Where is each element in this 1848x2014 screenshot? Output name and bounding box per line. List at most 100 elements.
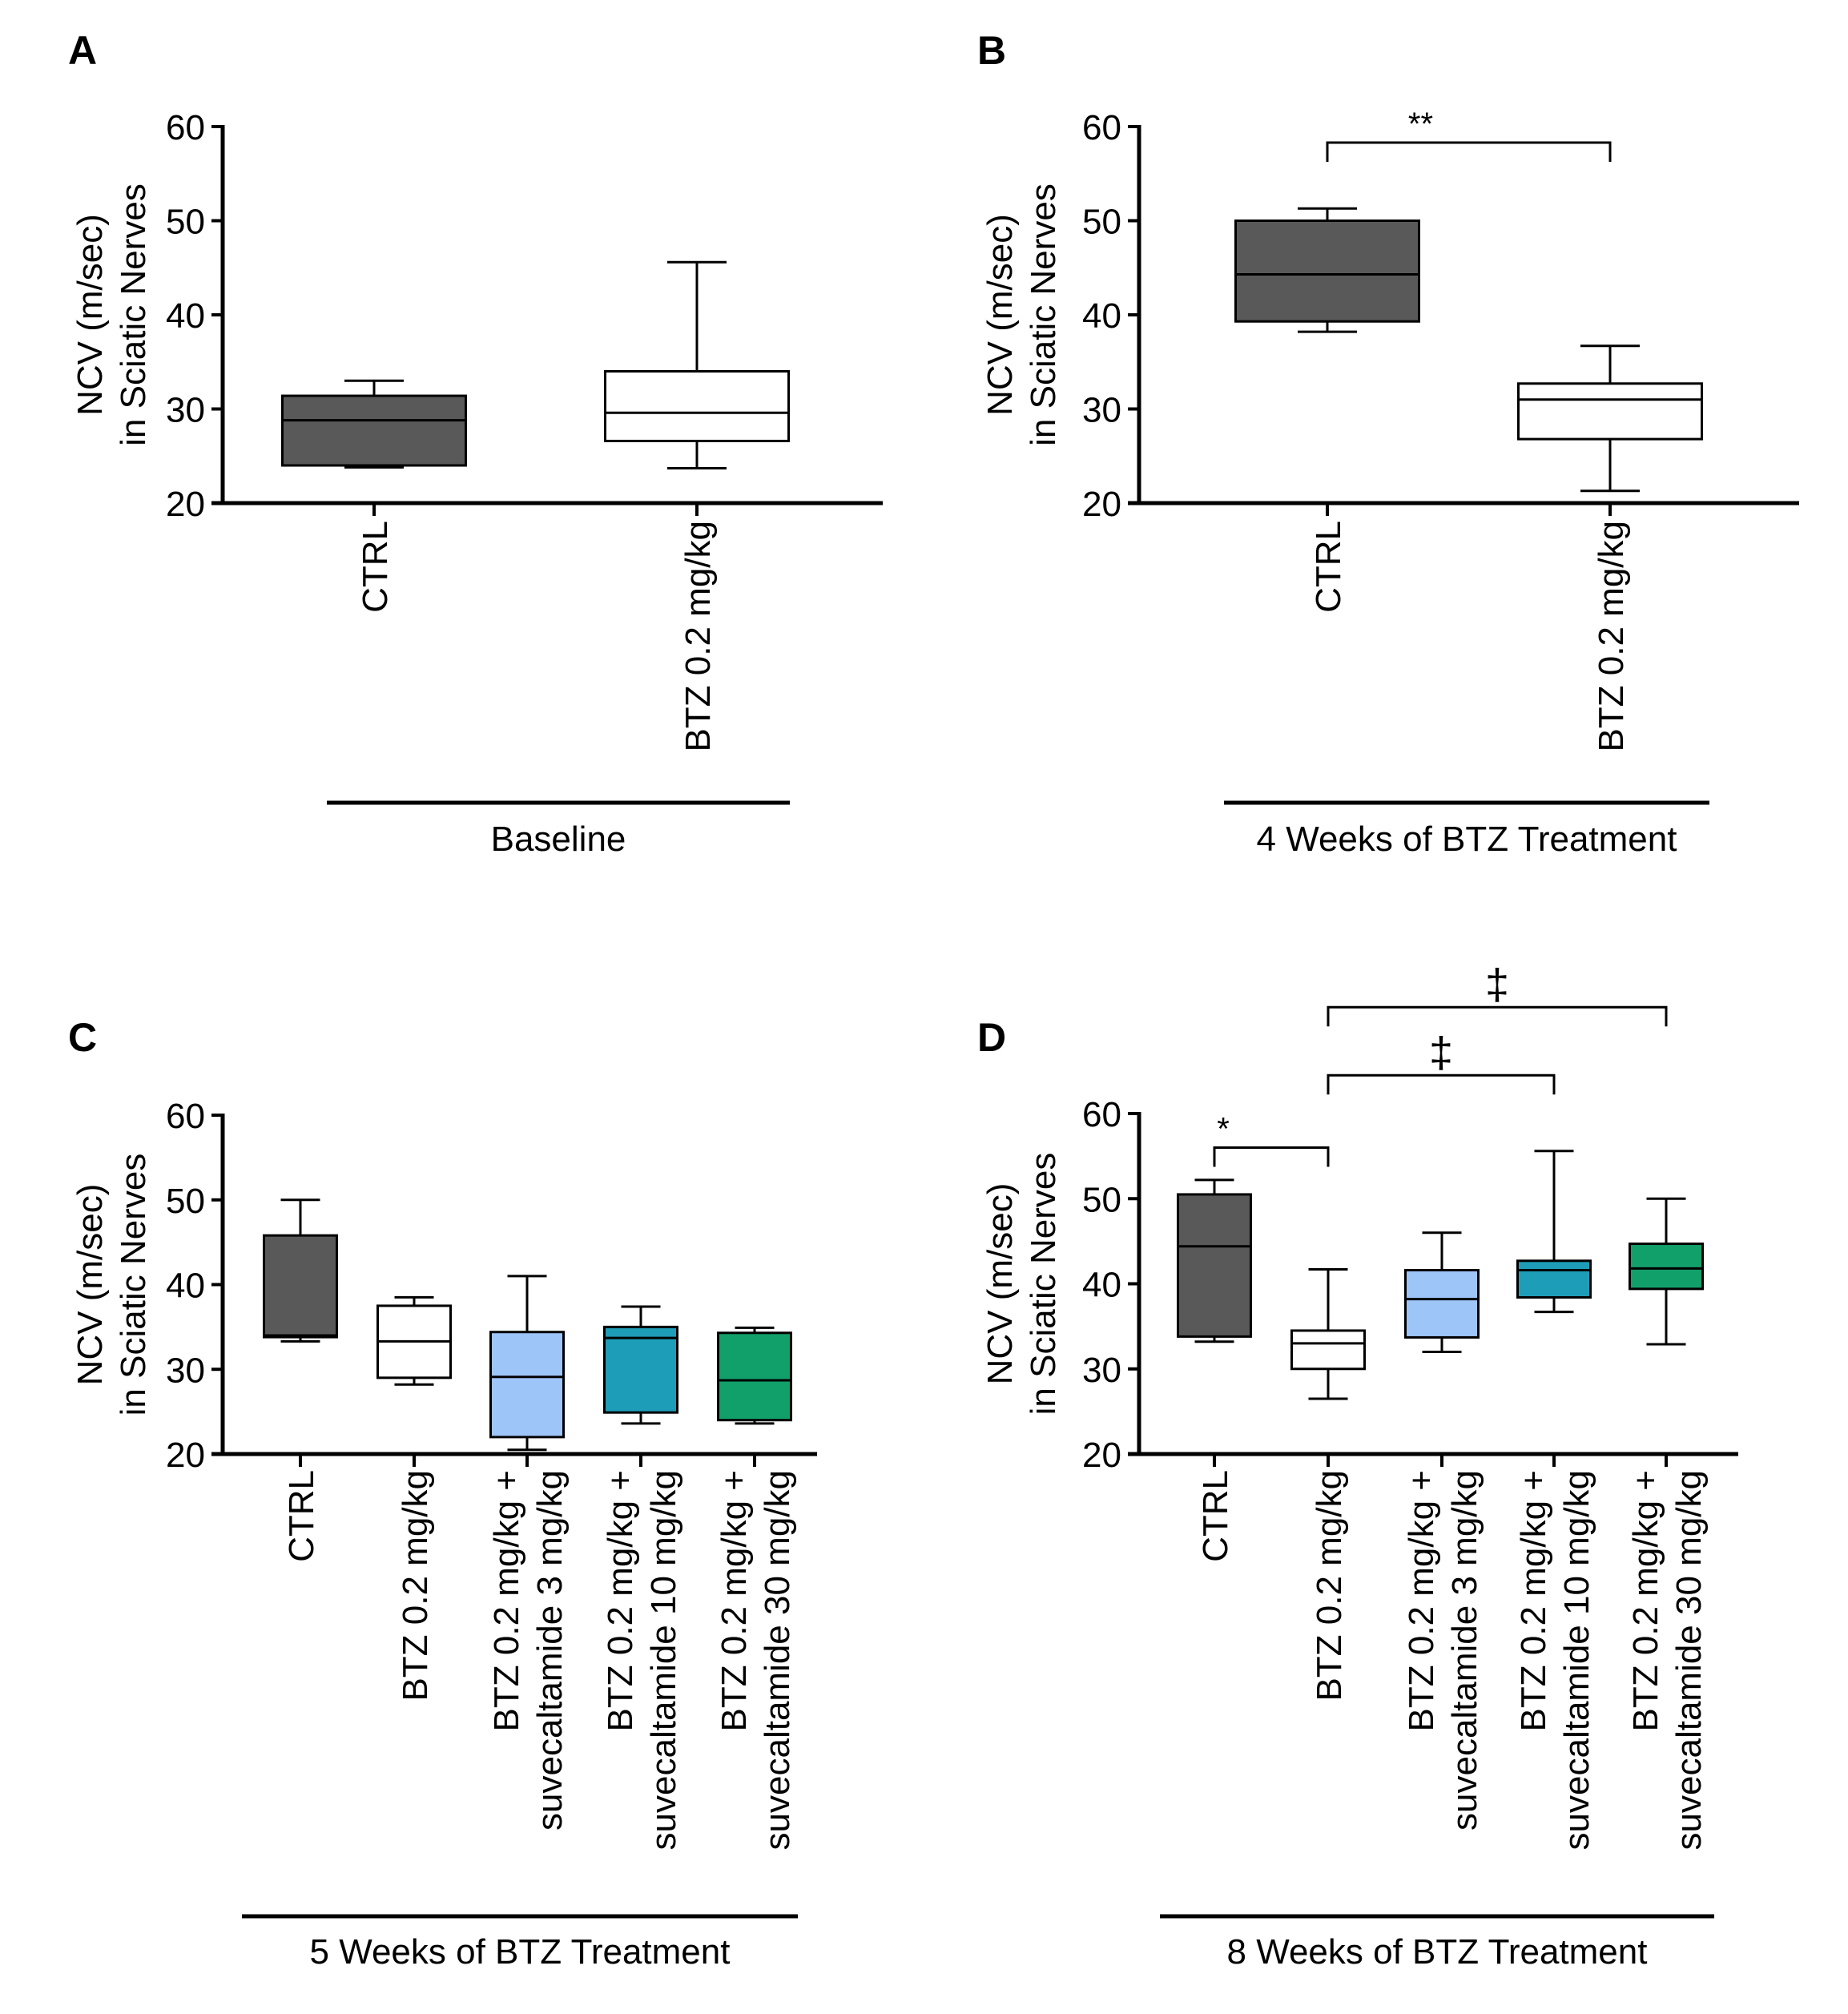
- iqr-box: [1629, 1243, 1704, 1291]
- y-tick-label: 20: [166, 1436, 205, 1475]
- x-tick-label: BTZ 0.2 mg/kg +: [715, 1470, 754, 1731]
- y-axis-title: NCV (m/sec): [980, 214, 1020, 416]
- iqr-box: [1516, 1259, 1592, 1299]
- x-tick-label: BTZ 0.2 mg/kg +: [487, 1470, 526, 1731]
- y-axis-title: in Sciatic Nerves: [1024, 1153, 1063, 1416]
- box-4: BTZ 0.2 mg/kg + suvecaltamide 30 mg/kg: [1626, 1197, 1709, 1850]
- y-tick-label: 50: [166, 1182, 205, 1221]
- box-0: CTRL: [281, 379, 467, 613]
- x-tick-label: CTRL: [1309, 521, 1348, 613]
- y-tick-label: 20: [1082, 1436, 1121, 1475]
- y-axis-title: NCV (m/sec): [70, 1184, 110, 1386]
- x-tick-label: CTRL: [282, 1470, 321, 1562]
- iqr-box: [281, 394, 467, 467]
- y-tick-label: 60: [1082, 108, 1121, 147]
- significance-bracket: ‡: [1327, 961, 1668, 1027]
- y-tick-label: 30: [1082, 1351, 1121, 1390]
- iqr-box: [489, 1331, 565, 1439]
- panel-letter: C: [68, 1015, 97, 1060]
- x-tick-label: CTRL: [1196, 1470, 1235, 1562]
- panel-b: B 20 30 40 50 60 NCV (m/sec) in Sciatic Nerves C…: [977, 28, 1799, 859]
- box-0: CTRL: [1234, 207, 1420, 613]
- iqr-box: [1234, 220, 1420, 323]
- box-4: BTZ 0.2 mg/kg + suvecaltamide 30 mg/kg: [715, 1326, 797, 1850]
- bracket-line: [1327, 1073, 1556, 1095]
- y-axis-title: in Sciatic Nerves: [114, 1154, 153, 1416]
- panel-letter: D: [977, 1015, 1006, 1060]
- x-tick-label: BTZ 0.2 mg/kg: [1592, 521, 1631, 752]
- y-tick-label: 60: [166, 108, 205, 147]
- x-tick-label: BTZ 0.2 mg/kg +: [1514, 1470, 1553, 1731]
- x-tick-label: suvecaltamide 3 mg/kg: [530, 1470, 570, 1831]
- x-tick-label: suvecaltamide 10 mg/kg: [644, 1470, 683, 1850]
- box-1: BTZ 0.2 mg/kg: [604, 260, 790, 752]
- box-2: BTZ 0.2 mg/kg + suvecaltamide 3 mg/kg: [1402, 1231, 1484, 1831]
- y-tick-label: 50: [1082, 1180, 1121, 1219]
- x-tick-label: CTRL: [356, 521, 395, 613]
- panel-d: D 20 30 40 50 60 NCV (m/sec) in Sciatic Nerves C…: [977, 961, 1738, 1972]
- bracket-line: [1327, 1005, 1668, 1027]
- y-tick-label: 40: [1082, 296, 1121, 336]
- y-tick-label: 40: [166, 1267, 205, 1306]
- significance-label: **: [1408, 107, 1433, 142]
- x-tick-label: BTZ 0.2 mg/kg: [1310, 1470, 1349, 1702]
- x-tick-label: suvecaltamide 30 mg/kg: [758, 1470, 797, 1850]
- x-tick-label: BTZ 0.2 mg/kg +: [601, 1470, 640, 1731]
- significance-label: *: [1217, 1112, 1230, 1147]
- x-tick-label: suvecaltamide 10 mg/kg: [1557, 1470, 1596, 1850]
- iqr-box: [263, 1234, 338, 1339]
- iqr-box: [1177, 1193, 1252, 1338]
- box-1: BTZ 0.2 mg/kg: [1517, 344, 1703, 752]
- y-axis-title: in Sciatic Nerves: [114, 183, 153, 446]
- y-tick-label: 50: [1082, 203, 1121, 242]
- bracket-line: [1326, 141, 1612, 162]
- y-tick-label: 50: [166, 203, 205, 242]
- significance-label: ‡: [1485, 961, 1509, 1009]
- x-tick-label: BTZ 0.2 mg/kg: [678, 521, 718, 752]
- significance-bracket: *: [1213, 1112, 1330, 1167]
- box-0: CTRL: [1177, 1178, 1252, 1562]
- x-tick-label: BTZ 0.2 mg/kg +: [1402, 1470, 1441, 1731]
- significance-bracket: ‡: [1327, 1029, 1556, 1095]
- panel-letter: A: [68, 28, 97, 73]
- iqr-box: [1404, 1269, 1480, 1339]
- box-0: CTRL: [263, 1198, 338, 1562]
- y-tick-label: 60: [1082, 1095, 1121, 1134]
- box-1: BTZ 0.2 mg/kg: [376, 1295, 452, 1702]
- y-tick-label: 20: [1082, 485, 1121, 524]
- y-tick-label: 20: [166, 485, 205, 524]
- iqr-box: [603, 1325, 678, 1414]
- y-axis-title: NCV (m/sec): [70, 214, 110, 416]
- iqr-box: [1290, 1329, 1366, 1371]
- y-tick-label: 30: [166, 1351, 205, 1390]
- y-tick-label: 60: [166, 1097, 205, 1136]
- panel-a: A 20 30 40 50 60 NCV (m/sec) in Sciatic Nerves C…: [68, 28, 883, 859]
- box-3: BTZ 0.2 mg/kg + suvecaltamide 10 mg/kg: [1514, 1150, 1596, 1850]
- bracket-line: [1213, 1146, 1330, 1167]
- iqr-box: [1517, 382, 1703, 441]
- box-3: BTZ 0.2 mg/kg + suvecaltamide 10 mg/kg: [601, 1305, 683, 1850]
- panel-c: C 20 30 40 50 60 NCV (m/sec) in Sciatic Nerves C…: [68, 1015, 817, 1972]
- group-label: Baseline: [491, 820, 626, 859]
- group-label: 4 Weeks of BTZ Treatment: [1257, 820, 1677, 859]
- y-axis-title: NCV (m/sec): [980, 1183, 1020, 1385]
- y-tick-label: 30: [166, 391, 205, 430]
- y-tick-label: 40: [1082, 1266, 1121, 1305]
- x-tick-label: suvecaltamide 3 mg/kg: [1445, 1470, 1484, 1831]
- box-1: BTZ 0.2 mg/kg: [1290, 1267, 1366, 1702]
- x-tick-label: BTZ 0.2 mg/kg: [396, 1470, 435, 1702]
- group-label: 8 Weeks of BTZ Treatment: [1227, 1932, 1648, 1972]
- group-label: 5 Weeks of BTZ Treatment: [310, 1932, 731, 1972]
- iqr-box: [604, 370, 790, 442]
- significance-bracket: **: [1326, 107, 1612, 162]
- y-tick-label: 30: [1082, 391, 1121, 430]
- panel-letter: B: [977, 28, 1006, 73]
- significance-label: ‡: [1429, 1029, 1453, 1077]
- y-axis-title: in Sciatic Nerves: [1024, 183, 1063, 446]
- x-tick-label: BTZ 0.2 mg/kg +: [1626, 1470, 1665, 1731]
- y-tick-label: 40: [166, 296, 205, 336]
- iqr-box: [717, 1331, 792, 1422]
- box-2: BTZ 0.2 mg/kg + suvecaltamide 3 mg/kg: [487, 1275, 570, 1831]
- x-tick-label: suvecaltamide 30 mg/kg: [1669, 1470, 1709, 1850]
